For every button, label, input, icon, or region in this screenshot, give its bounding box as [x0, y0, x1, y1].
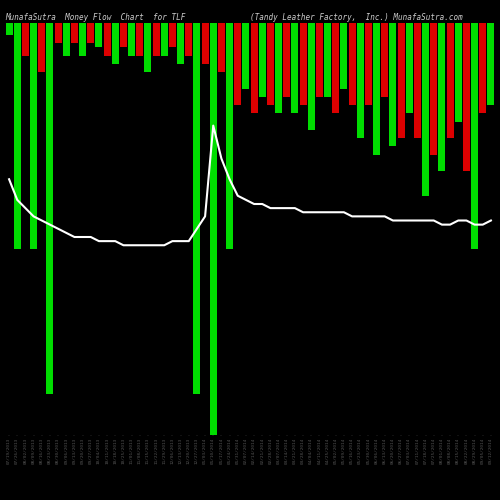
- Bar: [455, 22, 462, 122]
- Bar: [340, 22, 347, 88]
- Bar: [308, 22, 314, 130]
- Bar: [284, 22, 290, 97]
- Bar: [234, 22, 241, 105]
- Bar: [267, 22, 274, 105]
- Bar: [71, 22, 78, 43]
- Bar: [463, 22, 470, 171]
- Bar: [210, 22, 216, 435]
- Bar: [357, 22, 364, 138]
- Bar: [430, 22, 437, 154]
- Bar: [161, 22, 168, 56]
- Bar: [446, 22, 454, 138]
- Bar: [414, 22, 421, 138]
- Bar: [112, 22, 118, 64]
- Text: (Tandy Leather Factory,  Inc.) MunafaSutra.com: (Tandy Leather Factory, Inc.) MunafaSutr…: [250, 12, 463, 22]
- Bar: [292, 22, 298, 114]
- Bar: [136, 22, 143, 56]
- Bar: [14, 22, 20, 250]
- Bar: [202, 22, 208, 64]
- Bar: [54, 22, 62, 43]
- Bar: [152, 22, 160, 56]
- Bar: [348, 22, 356, 105]
- Bar: [22, 22, 29, 56]
- Bar: [373, 22, 380, 154]
- Bar: [226, 22, 233, 250]
- Bar: [488, 22, 494, 105]
- Bar: [218, 22, 225, 72]
- Bar: [177, 22, 184, 64]
- Bar: [30, 22, 37, 250]
- Bar: [38, 22, 45, 72]
- Bar: [169, 22, 176, 48]
- Bar: [6, 22, 12, 35]
- Bar: [438, 22, 446, 171]
- Bar: [406, 22, 412, 114]
- Bar: [128, 22, 135, 56]
- Bar: [324, 22, 331, 97]
- Bar: [390, 22, 396, 146]
- Bar: [144, 22, 152, 72]
- Bar: [365, 22, 372, 105]
- Bar: [398, 22, 404, 138]
- Bar: [422, 22, 429, 196]
- Bar: [300, 22, 306, 105]
- Bar: [46, 22, 54, 394]
- Bar: [332, 22, 339, 114]
- Bar: [96, 22, 102, 48]
- Bar: [259, 22, 266, 97]
- Bar: [242, 22, 250, 88]
- Bar: [88, 22, 94, 43]
- Bar: [120, 22, 127, 48]
- Bar: [194, 22, 200, 394]
- Bar: [480, 22, 486, 114]
- Bar: [275, 22, 282, 114]
- Bar: [250, 22, 258, 114]
- Bar: [63, 22, 70, 56]
- Bar: [316, 22, 323, 97]
- Bar: [471, 22, 478, 250]
- Bar: [104, 22, 110, 56]
- Bar: [79, 22, 86, 56]
- Bar: [186, 22, 192, 56]
- Bar: [382, 22, 388, 97]
- Text: MunafaSutra  Money Flow  Chart  for TLF: MunafaSutra Money Flow Chart for TLF: [5, 12, 186, 22]
